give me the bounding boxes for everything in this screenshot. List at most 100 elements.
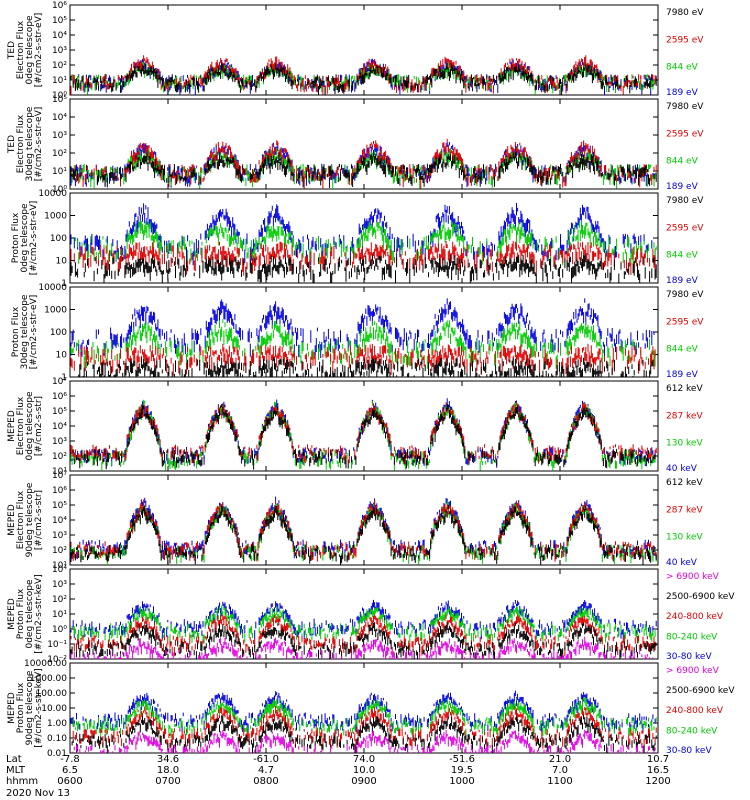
y-tick-label: 1 (61, 279, 67, 289)
y-axis-label-line: Electron Flux (16, 396, 26, 455)
y-tick-label: 10⁵ (52, 95, 67, 105)
y-tick-label: 10⁴ (52, 422, 67, 432)
legend-entry: 7980 eV (666, 8, 704, 18)
series-612-kev (72, 403, 656, 470)
panel-4: 1 10 100 1000 10000 Proton Flux 30deg telescop… (11, 283, 704, 383)
y-tick-label: 10¹ (52, 467, 67, 477)
y-axis-label-line: Proton Flux (16, 588, 26, 639)
series-2500-6900-kev (71, 714, 657, 753)
y-tick-label: 10⁰ (52, 91, 67, 101)
y-tick-label: 10³ (52, 131, 67, 141)
legend-entry: 7980 eV (666, 196, 704, 206)
y-axis-label-line: 90deg telescope (25, 482, 35, 557)
panel-8: 0.01 0.10 1.00 10.00 100.00 1000.00 10000.00 ME… (7, 659, 735, 759)
legend-entry: 80-240 keV (666, 632, 718, 642)
time-tick-lat: 34.6 (157, 754, 179, 765)
series--6900-kev (70, 636, 654, 659)
time-axis-row-label-hhmm: hhmm (6, 776, 38, 787)
y-tick-label: 10² (52, 546, 67, 556)
y-tick-label: 10⁴ (52, 565, 67, 575)
legend-entry: 844 eV (666, 251, 699, 261)
y-tick-label: 10³ (52, 531, 67, 541)
y-axis-label-line: 30deg telescope (25, 106, 35, 181)
legend-entry: > 6900 keV (666, 572, 720, 582)
y-axis-label-line: 30deg telescope (20, 294, 30, 369)
y-axis-label-line: 0deg telescope (25, 391, 35, 461)
legend-entry: 2595 eV (666, 129, 704, 139)
y-tick-label: 10² (52, 61, 67, 71)
legend-entry: 40 keV (666, 558, 698, 568)
legend-entry: 40 keV (666, 464, 698, 474)
y-tick-label: 10² (52, 149, 67, 159)
y-tick-label: 10¹ (52, 561, 67, 571)
time-tick-hhmm: 1000 (449, 776, 474, 787)
y-tick-label: 10² (52, 452, 67, 462)
y-tick-label: 100.00 (36, 689, 68, 699)
y-axis-label-line: [#/cm2-s-str] (34, 396, 44, 456)
time-tick-mlt: 10.0 (353, 765, 375, 776)
y-tick-label: 10⁻¹ (47, 640, 67, 650)
legend-entry: 287 keV (666, 411, 703, 421)
time-tick-mlt: 7.0 (552, 765, 568, 776)
y-tick-label: 10³ (52, 46, 67, 56)
series-80-240-kev (72, 697, 657, 739)
time-tick-hhmm: 0800 (253, 776, 278, 787)
time-axis-row-label-mlt: MLT (6, 765, 26, 776)
y-tick-label: 1000 (44, 306, 67, 316)
legend-entry: 130 keV (666, 439, 703, 449)
y-tick-label: 1.00 (47, 719, 67, 729)
y-axis-label-line: Electron Flux (16, 20, 26, 79)
y-tick-label: 10⁴ (52, 113, 67, 123)
y-axis-label-line: 90deg telescope (25, 670, 35, 745)
y-tick-label: 10⁰ (52, 185, 67, 195)
time-tick-hhmm: 1200 (645, 776, 670, 787)
y-axis-label-line: Proton Flux (11, 306, 21, 357)
y-axis-label-line: TED (7, 41, 17, 60)
y-tick-label: 1000 (44, 212, 67, 222)
legend-entry: 189 eV (666, 88, 699, 98)
y-tick-label: 10⁵ (52, 16, 67, 26)
time-tick-lat: -7.8 (60, 754, 80, 765)
time-tick-hhmm: 0900 (351, 776, 376, 787)
y-tick-label: 10⁻² (47, 655, 67, 665)
y-tick-label: 10³ (52, 580, 67, 590)
legend-entry: 2595 eV (666, 223, 704, 233)
y-axis-label-line: [#/cm2-s-str-keV] (34, 574, 44, 653)
series-287-kev (70, 499, 657, 563)
y-axis-label-line: 0deg telescope (25, 579, 35, 649)
legend-entry: 2595 eV (666, 35, 704, 45)
y-tick-label: 10⁴ (52, 31, 67, 41)
time-tick-hhmm: 0600 (57, 776, 82, 787)
legend-entry: 844 eV (666, 157, 699, 167)
legend-entry: 240-800 keV (666, 612, 724, 622)
y-tick-label: 10⁶ (52, 486, 67, 496)
legend-entry: 189 eV (666, 370, 699, 380)
time-tick-lat: 74.0 (353, 754, 375, 765)
y-tick-label: 100 (50, 328, 67, 338)
y-axis-label-line: MEPED (7, 598, 17, 630)
legend-entry: 287 keV (666, 505, 703, 515)
legend-entry: 130 keV (666, 533, 703, 543)
time-tick-lat: 10.7 (647, 754, 669, 765)
y-tick-label: 10⁶ (52, 1, 67, 11)
y-tick-label: 10⁰ (52, 625, 67, 635)
panel-6: 10¹ 10² 10³ 10⁴ 10⁵ 10⁶ 10⁷ MEPED Electron Flux 9… (7, 471, 703, 571)
y-tick-label: 10² (52, 595, 67, 605)
legend-entry: 612 keV (666, 478, 703, 488)
y-axis-label-line: MEPED (7, 504, 17, 536)
y-tick-label: 10 (56, 351, 68, 361)
legend-entry: 240-800 keV (666, 706, 724, 716)
panel-2: 10⁰ 10¹ 10² 10³ 10⁴ 10⁵ TED Electron Flux 30deg … (7, 95, 704, 195)
y-axis-label-line: [#/cm2-s-str-eV] (34, 107, 44, 182)
y-tick-label: 10⁷ (52, 377, 67, 387)
y-axis-label-line: MEPED (7, 692, 17, 724)
y-tick-label: 10¹ (52, 167, 67, 177)
time-tick-mlt: 18.0 (157, 765, 179, 776)
panel-7: 10⁻² 10⁻¹ 10⁰ 10¹ 10² 10³ 10⁴ MEPED Proton Flux 0… (7, 565, 735, 665)
y-axis-label-line: [#/cm2-s-str-eV] (29, 295, 39, 370)
legend-entry: 80-240 keV (666, 726, 718, 736)
time-tick-hhmm: 1100 (547, 776, 572, 787)
panel-5: 10¹ 10² 10³ 10⁴ 10⁵ 10⁶ 10⁷ MEPED Electron Flux 0… (7, 377, 703, 477)
